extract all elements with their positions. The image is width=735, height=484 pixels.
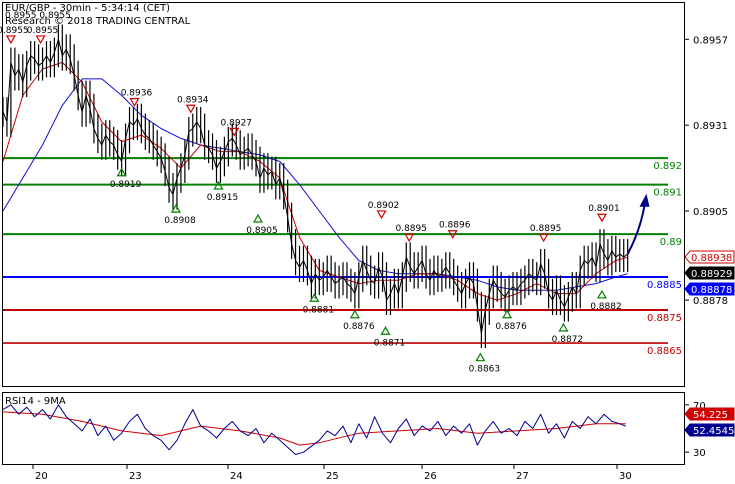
swing-low-label: 0.8872 [552,335,584,345]
swing-high-marker [129,98,140,107]
swing-low-label: 0.8908 [164,216,196,226]
price-panel-frame [2,2,685,387]
swing-low-marker [252,213,264,223]
swing-low-label: 0.8881 [303,305,335,315]
current-price-label: 0.88929 [691,269,732,280]
current-price-box [684,250,735,264]
swing-low-label: 0.8915 [207,193,239,203]
swing-low-marker [213,180,224,190]
chart-title: EUR/GBP - 30min - 5:34:14 (CET) [5,3,170,14]
y-tick-label: 0.8905 [693,207,728,218]
x-tick-label: 30 [619,471,632,480]
slow-ma-series [2,78,628,291]
y-tick-label: 0.8878 [693,296,728,307]
swing-high-label: 0.8955 [0,26,29,36]
swing-high-label: 0.8895 [530,224,562,234]
swing-high-label: 0.8927 [221,118,253,128]
slow-ma-line [2,78,628,291]
swing-high-marker [404,233,415,243]
level-label-5: 0.8865 [647,346,682,357]
time-axis: 20 23 24 25 26 27 30 [32,465,632,482]
current-price-label: 0.88938 [691,253,732,264]
price-axis: 0.8957 0.8931 0.8905 0.8878 0.88938 0.88929 0.… [684,35,735,307]
copyright-text: Research © 2018 TRADING CENTRAL [5,16,191,27]
current-price-box [684,266,735,280]
level-label-0: 0.892 [653,161,682,172]
x-tick-label: 23 [129,471,142,480]
swing-low-marker [596,289,608,299]
swing-high-label: 0.8955 [27,26,59,36]
swing-low-label: 0.8871 [374,338,406,348]
swing-high-label: 0.8934 [177,95,209,105]
forecast-arrow-shaft [626,205,646,255]
forecast-arrow-head [639,193,650,207]
swing-high-marker [596,213,608,223]
swing-low-marker [116,167,127,177]
swing-low-label: 0.8905 [246,226,278,236]
level-label-1: 0.891 [653,188,682,199]
x-tick-label: 24 [230,471,243,480]
rsi-panel: RSI14 - 9MA [2,392,685,465]
x-tick-label: 26 [424,471,437,480]
x-tick-label: 27 [516,471,529,480]
swing-high-label: 0.8901 [588,204,620,214]
rsi-value-box [684,423,735,437]
swing-low-label: 0.8876 [343,322,375,332]
y-tick-label: 0.8931 [693,121,728,132]
rsi-y-tick-label: 30 [693,448,706,459]
level-label-3: 0.8885 [647,280,682,291]
y-tick-label: 0.8957 [693,35,728,46]
rsi-y-tick-label: 70 [693,401,706,412]
rsi-line [2,404,626,455]
swing-high-marker [5,35,16,45]
rsi-value-box [684,407,735,421]
swing-high-marker [35,35,46,45]
swing-low-label: 0.8876 [495,322,527,332]
swing-high-marker [538,233,549,243]
level-label-2: 0.89 [660,237,682,248]
swing-low-label: 0.8882 [590,302,622,312]
x-tick-label: 20 [35,471,48,480]
swing-low-marker [170,203,182,213]
swing-high-marker [229,127,240,137]
rsi-series: 70 30 54.225 52.4545 [2,401,735,459]
swing-high-label: 0.8896 [439,221,471,231]
swing-low-marker [380,326,391,335]
swing-low-marker [309,293,320,302]
rsi-panel-frame [2,392,685,465]
x-tick-label: 25 [326,471,339,480]
price-series [2,24,629,349]
rsi-panel-label: RSI14 - 9MA [5,396,66,407]
current-price-label: 0.88878 [691,285,732,296]
level-label-4: 0.8875 [647,313,682,324]
forecast-arrow [626,193,650,255]
swing-high-label: 0.8902 [368,201,400,211]
swing-low-label: 0.8863 [469,365,501,375]
rsi-value-label: 54.225 [693,410,728,421]
swing-low-marker [475,352,486,362]
swing-high-label: 0.8895 [395,224,427,234]
swing-low-marker [558,322,569,332]
current-price-box [684,282,735,296]
swing-high-marker [376,210,387,220]
swing-low-label: 0.8919 [110,180,142,190]
swing-low-marker [502,309,513,319]
swing-low-marker [349,309,360,319]
swing-high-marker [447,230,458,239]
rsi-ma-line [2,411,626,446]
swing-high-marker [185,104,196,114]
rsi-value-label: 52.4545 [693,426,734,437]
price-panel: EUR/GBP - 30min - 5:34:14 (CET) 0.8955 0… [2,2,685,387]
swing-high-label: 0.8936 [121,89,153,99]
ohlc-readout: 0.8955 0.8955 [5,11,71,21]
